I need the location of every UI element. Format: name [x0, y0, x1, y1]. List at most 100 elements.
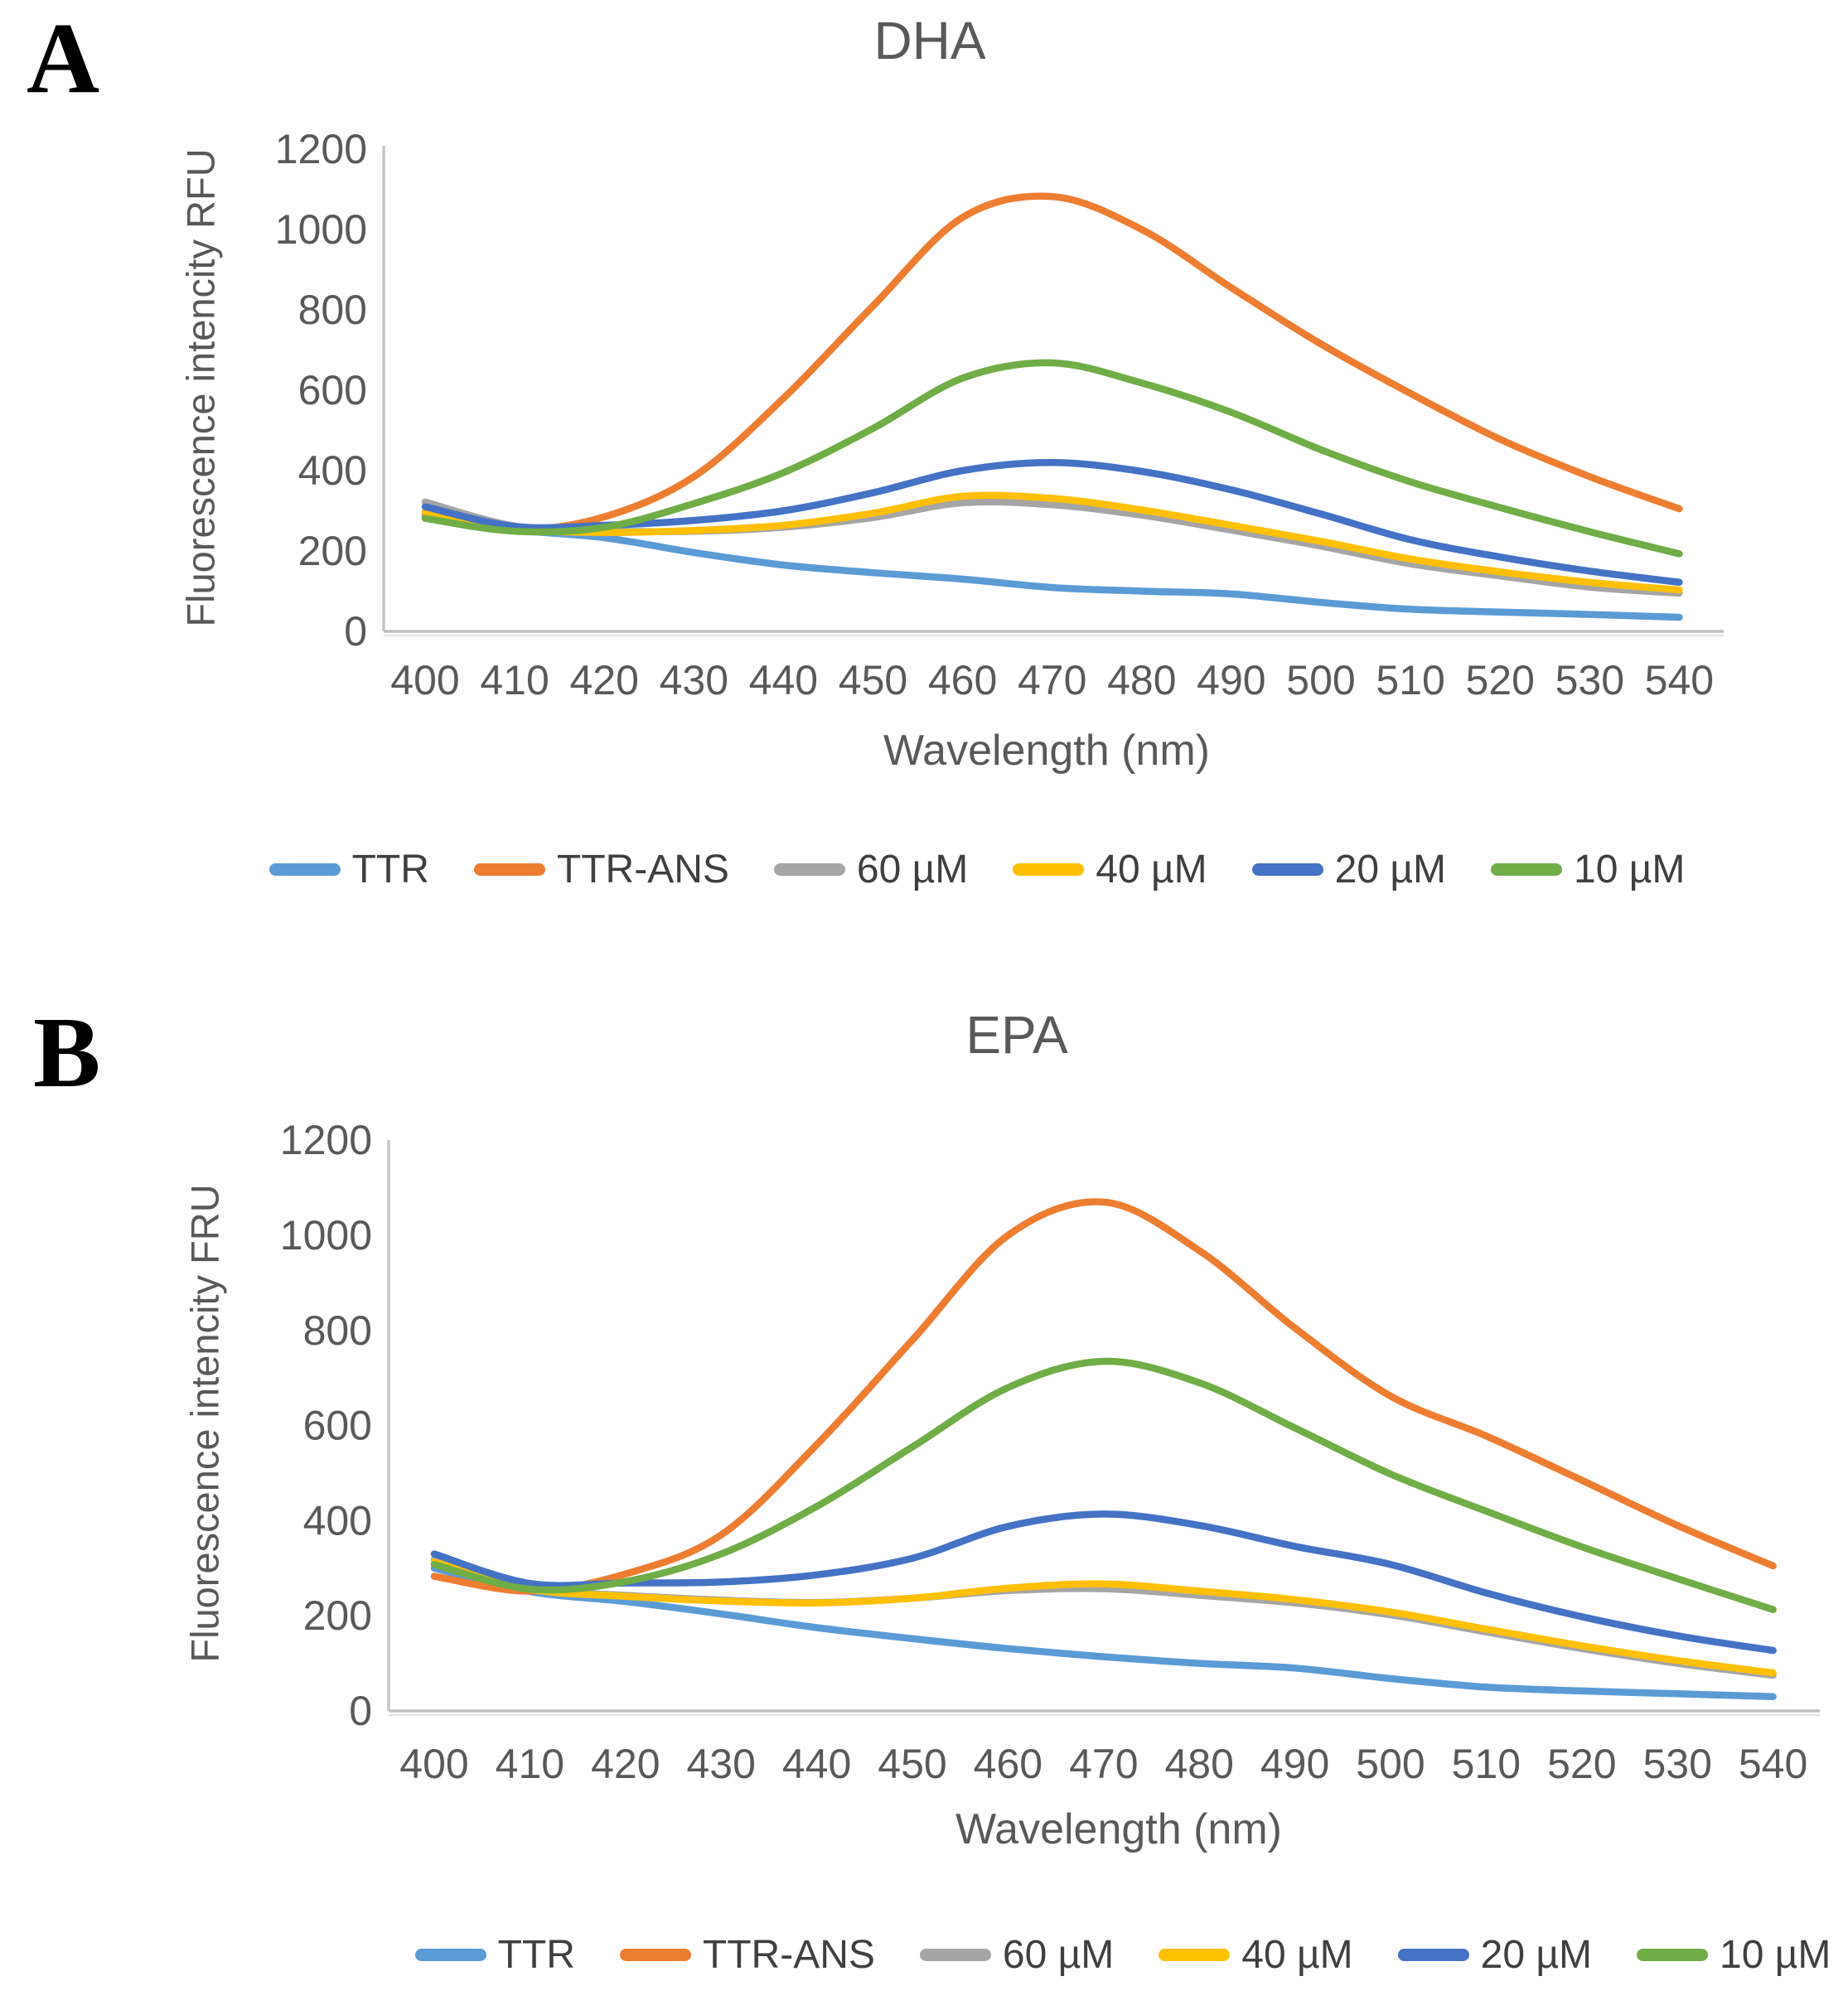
chart-a-legend: TTR TTR-ANS 60 µM 40 µM 20 µM 10 µM	[0, 847, 1848, 892]
legend-color-chip	[1251, 863, 1323, 876]
y-tick-label: 1000	[275, 206, 367, 253]
legend-item-ttr-ans: TTR-ANS	[619, 1932, 875, 1978]
legend-item-ttr: TTR	[414, 1932, 575, 1978]
x-tick-label: 540	[1645, 657, 1714, 703]
x-tick-label: 520	[1465, 657, 1534, 703]
x-tick-label: 410	[496, 1741, 564, 1787]
series-line-10-µm	[430, 1357, 1777, 1613]
series-line-ttr-ans	[430, 1198, 1777, 1595]
legend-label: 60 µM	[856, 848, 969, 891]
x-tick-label: 450	[839, 657, 907, 703]
legend-label: 20 µM	[1334, 848, 1447, 891]
legend-color-chip	[473, 863, 545, 876]
x-tick-label: 490	[1260, 1741, 1329, 1787]
series-line-10-µm	[421, 359, 1683, 558]
legend-item-10-µm: 10 µM	[1637, 1932, 1831, 1978]
legend-label: 60 µM	[1002, 1933, 1115, 1977]
legend-color-chip	[1637, 1949, 1709, 1961]
x-tick-label: 500	[1356, 1741, 1425, 1787]
x-tick-label: 460	[928, 657, 997, 703]
legend-color-chip	[1159, 1949, 1231, 1961]
chart-a-x-axis-title: Wavelength (nm)	[883, 727, 1210, 775]
y-tick-label: 1200	[280, 1117, 372, 1163]
legend-item-10-µm: 10 µM	[1491, 847, 1685, 892]
y-tick-label: 1200	[275, 126, 367, 172]
legend-color-chip	[773, 863, 845, 876]
y-tick-label: 800	[298, 287, 367, 333]
panel-b-label: B	[33, 997, 101, 1109]
panel-a-label: A	[27, 2, 100, 114]
legend-item-40-µm: 40 µM	[1159, 1932, 1353, 1978]
chart-a-plot: 0 200 400 600 800 1000 1200 400 410 420 430 440 450 4…	[275, 126, 1724, 703]
y-tick-label: 400	[303, 1497, 372, 1544]
legend-color-chip	[619, 1949, 691, 1961]
x-tick-label: 470	[1069, 1741, 1138, 1787]
x-tick-label: 400	[399, 1741, 468, 1787]
chart-b-title: EPA	[965, 1005, 1068, 1065]
legend-color-chip	[1491, 863, 1563, 876]
series-line-ttr-ans	[421, 192, 1683, 534]
legend-label: 40 µM	[1241, 1933, 1353, 1977]
legend-item-60-µm: 60 µM	[919, 1932, 1115, 1978]
legend-item-ttr-ans: TTR-ANS	[473, 847, 729, 892]
x-tick-label: 440	[782, 1741, 851, 1787]
x-tick-label: 480	[1107, 657, 1176, 703]
series-line-ttr	[421, 511, 1683, 621]
legend-item-20-µm: 20 µM	[1251, 847, 1447, 892]
legend-item-40-µm: 40 µM	[1013, 847, 1207, 892]
x-tick-label: 410	[480, 657, 549, 703]
legend-item-60-µm: 60 µM	[773, 847, 969, 892]
legend-label: 10 µM	[1574, 848, 1686, 891]
y-tick-label: 600	[298, 367, 367, 413]
y-tick-label: 800	[303, 1307, 372, 1354]
series-line-40-µm	[430, 1558, 1777, 1677]
x-tick-label: 490	[1197, 657, 1265, 703]
x-tick-label: 520	[1547, 1741, 1616, 1787]
legend-color-chip	[268, 863, 341, 876]
legend-label: 40 µM	[1096, 848, 1207, 891]
series-line-20-µm	[430, 1510, 1777, 1655]
x-tick-label: 480	[1164, 1741, 1233, 1787]
x-tick-label: 430	[660, 657, 728, 703]
y-tick-label: 200	[298, 528, 367, 574]
legend-label: 10 µM	[1720, 1933, 1831, 1977]
x-tick-label: 470	[1018, 657, 1086, 703]
y-tick-label: 400	[298, 447, 367, 494]
legend-color-chip	[1013, 863, 1085, 876]
x-tick-label: 540	[1739, 1741, 1807, 1787]
x-tick-label: 420	[569, 657, 638, 703]
legend-item-20-µm: 20 µM	[1397, 1932, 1593, 1978]
y-tick-label: 200	[303, 1592, 372, 1639]
chart-a-title: DHA	[873, 11, 986, 70]
x-tick-label: 530	[1642, 1741, 1711, 1787]
series-line-40-µm	[421, 491, 1683, 594]
x-tick-label: 510	[1376, 657, 1444, 703]
x-tick-label: 420	[591, 1741, 660, 1787]
y-tick-label: 0	[349, 1688, 372, 1734]
x-tick-label: 500	[1286, 657, 1355, 703]
legend-label: TTR-ANS	[702, 1933, 875, 1977]
x-tick-label: 530	[1555, 657, 1624, 703]
legend-label: TTR-ANS	[556, 848, 729, 891]
x-tick-label: 460	[974, 1741, 1043, 1787]
chart-b-legend: TTR TTR-ANS 60 µM 40 µM 20 µM 10 µM	[0, 1932, 1848, 1978]
legend-label: 20 µM	[1480, 1933, 1593, 1977]
x-tick-label: 450	[878, 1741, 946, 1787]
x-tick-label: 510	[1452, 1741, 1521, 1787]
y-tick-label: 0	[344, 608, 367, 655]
chart-b-plot: 0 200 400 600 800 1000 1200 400 410 420 430 440 450 4…	[280, 1117, 1820, 1787]
series-line-ttr	[430, 1564, 1777, 1701]
legend-label: TTR	[351, 848, 429, 891]
legend-color-chip	[1397, 1949, 1469, 1961]
legend-item-ttr: TTR	[268, 847, 429, 892]
legend-label: TTR	[497, 1933, 575, 1977]
chart-b-x-axis-title: Wavelength (nm)	[955, 1805, 1282, 1853]
y-tick-label: 600	[303, 1403, 372, 1449]
legend-color-chip	[919, 1949, 991, 1961]
x-tick-label: 430	[686, 1741, 755, 1787]
x-tick-label: 400	[390, 657, 459, 703]
y-tick-label: 1000	[280, 1212, 372, 1259]
x-tick-label: 440	[749, 657, 818, 703]
legend-color-chip	[414, 1949, 486, 1961]
